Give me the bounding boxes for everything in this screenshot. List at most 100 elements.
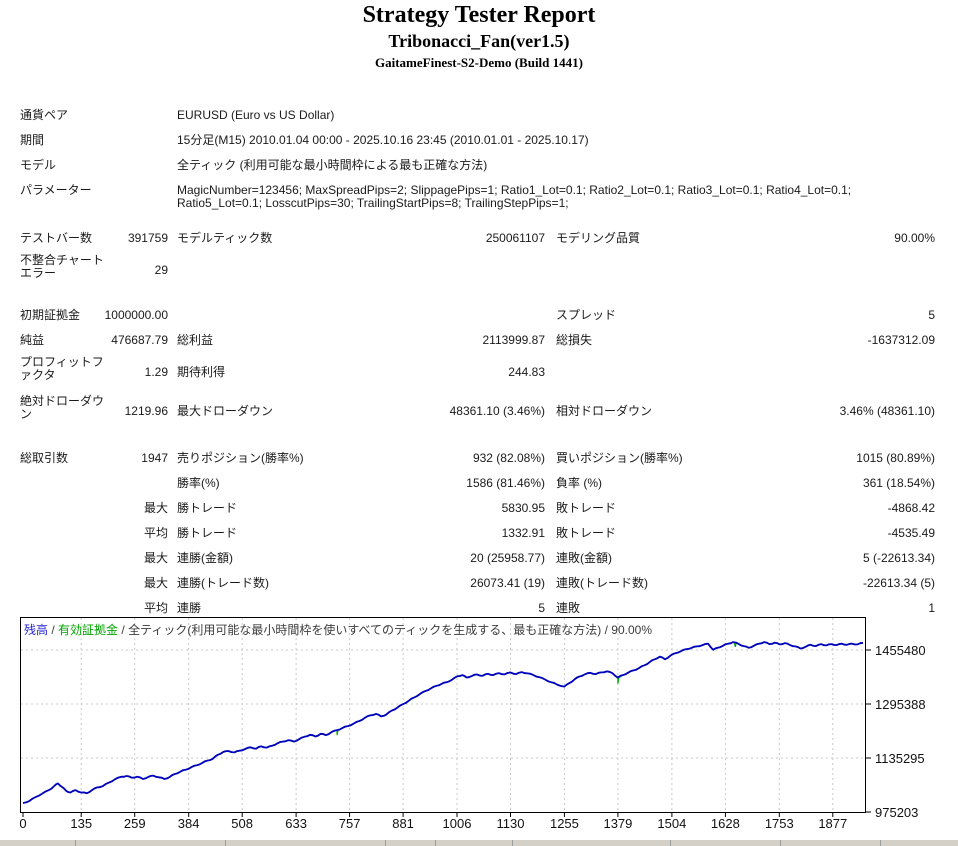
stat-value: MagicNumber=123456; MaxSpreadPips=2; Sli… (177, 183, 852, 210)
x-axis-label: 135 (70, 816, 93, 831)
stat-label: 連勝(金額) (177, 551, 233, 565)
stat-label: 連敗(トレード数) (556, 576, 648, 590)
stat-label: 負率 (%) (556, 476, 602, 490)
stat-label: 勝トレード (177, 526, 238, 540)
table-row: プロフィットファクタ 1.29 期待利得 244.83 (0, 353, 958, 392)
stat-label: 買いポジション(勝率%) (556, 451, 683, 465)
x-axis-label: 881 (392, 816, 414, 831)
stat-label: 総損失 (556, 333, 593, 347)
report-title: Strategy Tester Report (362, 2, 596, 28)
table-row: 勝率(%) 1586 (81.46%) 負率 (%) 361 (18.54%) (0, 471, 958, 496)
table-row: 期間 15分足(M15) 2010.01.04 00:00 - 2025.10.1… (0, 132, 958, 157)
x-axis-label: 259 (123, 816, 146, 831)
stat-label: 敗トレード (556, 526, 617, 540)
stat-label: 初期証拠金 (20, 308, 81, 322)
table-row: パラメーター MagicNumber=123456; MaxSpreadPips=… (0, 182, 958, 226)
stat-value: 2113999.87 (482, 333, 545, 347)
stat-label: 勝トレード (177, 501, 238, 515)
stat-label: 売りポジション(勝率%) (177, 451, 304, 465)
chart-legend: 残高 / 有効証拠金 / 全ティック(利用可能な最小時間枠を使いすべてのティック… (24, 621, 652, 638)
stat-label: 純益 (20, 333, 45, 347)
y-axis-label: 1295388 (875, 696, 926, 712)
x-axis-label: 1753 (764, 816, 794, 831)
y-axis-label: 975203 (875, 805, 919, 820)
stat-label: 通貨ペア (20, 108, 69, 122)
strip-divider (385, 840, 386, 846)
stat-label: モデルティック数 (177, 231, 273, 245)
x-axis-label: 1877 (818, 816, 848, 831)
legend-model-text: 全ティック(利用可能な最小時間枠を使いすべてのティックを生成する、最も正確な方法… (128, 623, 652, 637)
expert-name: Tribonacci_Fan(ver1.5) (388, 31, 570, 51)
table-row: 総取引数 1947 売りポジション(勝率%) 932 (82.08%) 買いポジション(… (0, 446, 958, 471)
table-row: 不整合チャートエラー 29 (0, 251, 958, 290)
x-axis-label: 1255 (549, 816, 579, 831)
y-axis-label: 1135295 (875, 750, 925, 766)
strip-divider (75, 840, 76, 846)
table-row: 最大 連勝(トレード数) 26073.41 (19) 連敗(トレード数) -22613.… (0, 571, 958, 596)
strip-divider (225, 840, 226, 846)
table-row: 初期証拠金 1000000.00 スプレッド 5 (0, 303, 958, 328)
stat-value: 15分足(M15) 2010.01.04 00:00 - 2025.10.16 … (177, 133, 589, 147)
stat-label: 不整合チャートエラー (20, 253, 104, 280)
balance-label: 残高 (24, 623, 49, 637)
x-axis-label: 1130 (496, 816, 525, 831)
table-row: モデル 全ティック (利用可能な最小時間枠による最も正確な方法) (0, 157, 958, 182)
x-axis-label: 633 (285, 816, 307, 831)
stat-value: 20 (25958.77) (470, 551, 545, 565)
stat-value: 29 (154, 263, 168, 277)
stat-value: 476687.79 (111, 333, 168, 347)
stat-value: -4535.49 (887, 526, 935, 540)
table-row: 平均 連勝 5 連敗 1 (0, 596, 958, 621)
stat-label: 連敗(金額) (556, 551, 612, 565)
chart-grid (21, 618, 871, 817)
stat-value: 最大 (143, 576, 168, 590)
stat-value: 1332.91 (501, 526, 545, 540)
strip-divider (435, 840, 436, 846)
chart-border (20, 617, 866, 813)
stat-value: 5 (538, 601, 545, 615)
stat-label: 連勝 (177, 601, 202, 615)
results-table-header-strip (0, 839, 958, 846)
stat-value: 250061107 (485, 231, 545, 245)
stat-label: 連敗 (556, 601, 581, 615)
stat-value: 1586 (81.46%) (466, 476, 545, 490)
stat-label: 連勝(トレード数) (177, 576, 269, 590)
stat-label: 敗トレード (556, 501, 617, 515)
stat-label: 期待利得 (177, 365, 226, 379)
chart-canvas (20, 617, 871, 817)
balance-chart (20, 617, 872, 820)
stat-value: 932 (82.08%) (472, 451, 545, 465)
equity-label: 有効証拠金 (58, 623, 119, 637)
legend-separator: / (48, 623, 59, 637)
stat-value: 5 (928, 308, 935, 322)
x-axis-label: 1006 (442, 816, 472, 831)
stat-value: 5830.95 (501, 501, 545, 515)
stat-label: パラメーター (20, 183, 92, 197)
stat-value: 5 (-22613.34) (862, 551, 935, 565)
stat-label: 期間 (20, 133, 45, 147)
stat-label: 勝率(%) (177, 476, 220, 490)
stat-value: 1000000.00 (104, 308, 168, 322)
strip-divider (512, 840, 513, 846)
stat-value: 平均 (143, 526, 168, 540)
stat-value: -22613.34 (5) (862, 576, 935, 590)
stat-value: 最大 (143, 551, 168, 565)
stat-label: テストバー数 (20, 231, 93, 245)
table-row: 絶対ドローダウン 1219.96 最大ドローダウン 48361.10 (3.46%) 相… (0, 392, 958, 431)
y-axis-label: 1455480 (875, 642, 926, 658)
x-axis-label: 757 (338, 816, 361, 831)
stat-label: 相対ドローダウン (556, 404, 653, 418)
stat-value: EURUSD (Euro vs US Dollar) (177, 108, 335, 122)
stat-value: 391759 (127, 231, 168, 245)
strip-divider (880, 840, 881, 846)
stat-value: 3.46% (48361.10) (839, 404, 935, 418)
stat-value: 全ティック (利用可能な最小時間枠による最も正確な方法) (177, 158, 488, 172)
x-axis-label: 1628 (710, 816, 740, 831)
strip-divider (670, 840, 671, 846)
stat-value: -4868.42 (887, 501, 935, 515)
x-axis-label: 384 (177, 816, 200, 831)
table-row: 最大 勝トレード 5830.95 敗トレード -4868.42 (0, 496, 958, 521)
table-row: 最大 連勝(金額) 20 (25958.77) 連敗(金額) 5 (-22613.34) (0, 546, 958, 571)
stat-value: 1.29 (144, 365, 168, 379)
